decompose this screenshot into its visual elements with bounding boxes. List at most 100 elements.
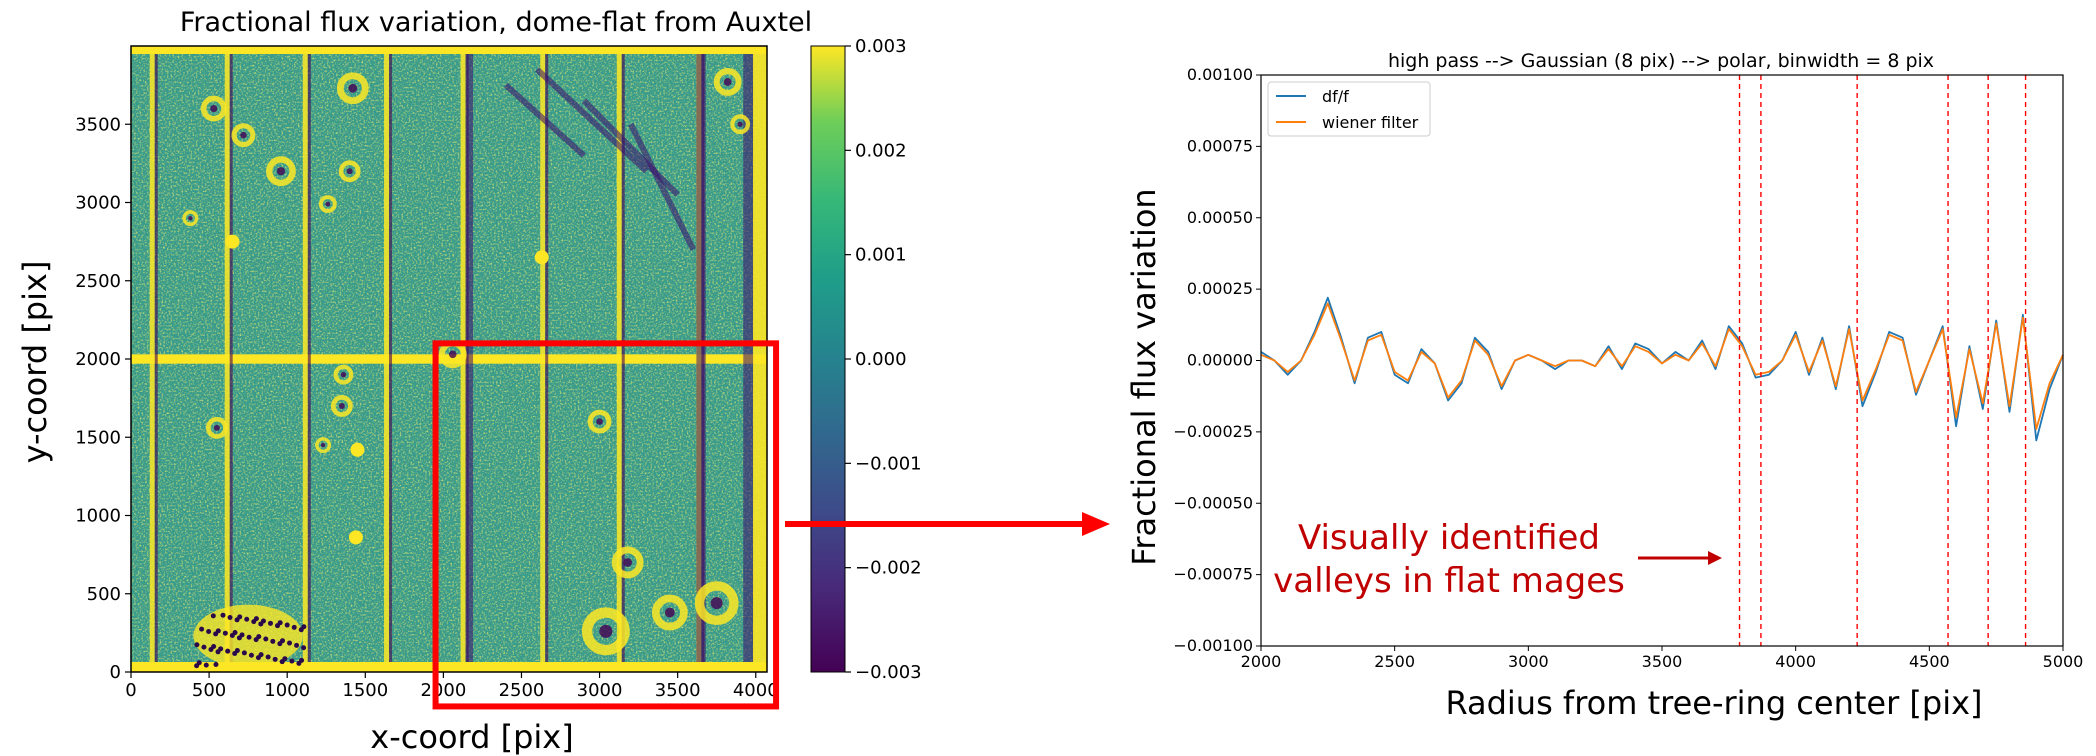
lineplot-xtick-label: 4500 bbox=[1909, 652, 1950, 671]
dust-ring-core bbox=[448, 350, 457, 359]
legend-label-wiener: wiener filter bbox=[1322, 113, 1419, 132]
dust-ring bbox=[330, 394, 353, 417]
dust-ring-core bbox=[210, 105, 218, 113]
annotation-line1: Visually identified bbox=[1298, 518, 1600, 558]
heatmap-ytick-label: 500 bbox=[87, 584, 121, 605]
heatmap-xtick-label: 500 bbox=[192, 680, 226, 701]
defect-pixel bbox=[258, 652, 264, 658]
annotation-line2: valleys in flat mages bbox=[1273, 561, 1625, 601]
dust-ring-core bbox=[213, 424, 220, 431]
amp-seam bbox=[131, 354, 767, 364]
defect-pixel bbox=[265, 654, 271, 660]
lineplot-ytick-label: −0.00025 bbox=[1173, 422, 1253, 441]
defect-pixel bbox=[294, 642, 300, 648]
lineplot-ytick-label: −0.00075 bbox=[1173, 565, 1253, 584]
column-seam bbox=[540, 46, 546, 672]
dust-ring-core bbox=[340, 371, 347, 378]
defect-pixel bbox=[237, 614, 243, 620]
defect-pixel bbox=[220, 612, 226, 618]
defect-pixel bbox=[215, 628, 221, 634]
hot-spot bbox=[534, 250, 549, 265]
colorbar-tick-label: 0.002 bbox=[855, 140, 907, 161]
defect-pixel bbox=[239, 632, 245, 638]
column-seam bbox=[616, 46, 622, 672]
dust-ring-core bbox=[599, 624, 613, 638]
dust-ring bbox=[713, 68, 742, 96]
defect-pixel bbox=[199, 626, 205, 632]
defect-pixel bbox=[246, 634, 252, 640]
defect-pixel bbox=[234, 648, 240, 654]
defect-pixel bbox=[196, 660, 202, 666]
dust-ring bbox=[651, 594, 688, 631]
dust-ring-core bbox=[325, 201, 331, 207]
bright-edge bbox=[753, 46, 767, 672]
defect-pixel bbox=[248, 652, 254, 658]
defect-pixel bbox=[280, 638, 286, 644]
defect-pixel bbox=[282, 656, 288, 662]
lineplot-ytick-label: 0.00000 bbox=[1187, 351, 1253, 370]
colorbar-tick-label: 0.001 bbox=[855, 245, 907, 266]
column-seam-dark bbox=[389, 46, 393, 672]
heatmap-ytick-label: 1500 bbox=[75, 427, 121, 448]
dust-ring bbox=[200, 95, 227, 122]
heatmap-xtick-label: 0 bbox=[125, 680, 136, 701]
dust-ring bbox=[318, 195, 337, 214]
defect-pixel bbox=[272, 656, 278, 662]
column-seam bbox=[384, 46, 390, 672]
defect-pixel bbox=[301, 645, 307, 651]
heatmap-xtick-label: 1000 bbox=[264, 680, 310, 701]
defect-pixel bbox=[289, 658, 295, 664]
lineplot-xtick-label: 4000 bbox=[1775, 652, 1816, 671]
dust-ring-core bbox=[664, 607, 675, 618]
lineplot-xtick-label: 3500 bbox=[1642, 652, 1683, 671]
dark-streak bbox=[535, 67, 649, 174]
dust-ring bbox=[581, 607, 630, 656]
defect-pixel bbox=[256, 634, 262, 640]
dust-ring bbox=[730, 114, 751, 135]
dust-ring bbox=[336, 72, 369, 105]
colorbar-tick-label: −0.001 bbox=[855, 453, 922, 474]
heatmap-axes: 0 500 1000 1500 2000 2500 3000 3500 4000 0 500 1000… bbox=[75, 114, 778, 701]
heatmap-xtick-label: 3500 bbox=[655, 680, 701, 701]
heatmap-xtick-label: 4000 bbox=[733, 680, 779, 701]
defect-pixel bbox=[225, 648, 231, 654]
dust-ring-core bbox=[596, 418, 603, 425]
lineplot-xtick-label: 5000 bbox=[2043, 652, 2084, 671]
lineplot-ytick-label: 0.00025 bbox=[1187, 279, 1253, 298]
defect-pixel bbox=[270, 638, 276, 644]
dust-ring bbox=[338, 160, 361, 183]
defect-pixel bbox=[299, 657, 305, 663]
dust-ring-core bbox=[320, 442, 326, 448]
defect-pixel bbox=[232, 630, 238, 636]
defect-pixel bbox=[267, 620, 273, 626]
dark-band bbox=[466, 46, 474, 672]
bright-edge bbox=[131, 46, 767, 54]
dust-ring bbox=[182, 210, 199, 227]
lineplot-xtick-label: 2500 bbox=[1374, 652, 1415, 671]
heatmap-ylabel: y-coord [pix] bbox=[16, 261, 54, 464]
colorbar bbox=[810, 45, 846, 673]
dust-ring bbox=[315, 437, 332, 454]
defect-pixel bbox=[253, 616, 259, 622]
defect-pixel bbox=[194, 642, 200, 648]
heatmap-ytick-label: 3000 bbox=[75, 193, 121, 214]
defect-pixel bbox=[260, 618, 266, 624]
heatmap-xtick-label: 2000 bbox=[420, 680, 466, 701]
heatmap-ytick-label: 3500 bbox=[75, 114, 121, 135]
dust-ring-core bbox=[737, 121, 743, 127]
column-seam bbox=[302, 46, 308, 672]
defect-pixel bbox=[201, 644, 207, 650]
heatmap-ytick-label: 0 bbox=[110, 662, 121, 683]
defect-pixel bbox=[206, 628, 212, 634]
dust-ring-core bbox=[188, 215, 193, 221]
lineplot-ytick-label: 0.00100 bbox=[1187, 65, 1253, 84]
column-seam-dark bbox=[621, 46, 625, 672]
lineplot-frame bbox=[1260, 74, 2064, 647]
colorbar-ticks: 0.003 0.002 0.001 0.000 −0.001 −0.002 −0.003 bbox=[845, 36, 922, 683]
heatmap-title: Fractional flux variation, dome-flat fro… bbox=[180, 7, 812, 38]
series-line-dff bbox=[1260, 296, 2064, 442]
dust-ring-core bbox=[348, 83, 358, 93]
defect-pixel bbox=[291, 624, 297, 630]
defect-pixel bbox=[213, 661, 219, 667]
